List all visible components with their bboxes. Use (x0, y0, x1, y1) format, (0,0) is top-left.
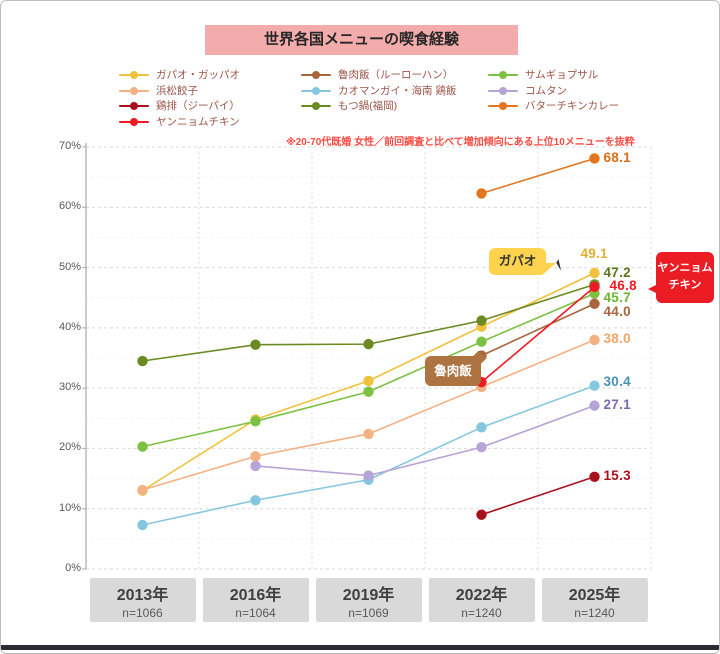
data-point-hamamatsu (250, 451, 261, 462)
data-point-motsunabe (137, 355, 148, 367)
callout-yangnyeom-label-line2: チキン (668, 279, 702, 291)
data-point-jipai (589, 471, 600, 482)
filter-note: ※20-70代既婚 女性／前回調査と比べて増加傾向にある上位10メニューを抜粋 (286, 137, 635, 148)
legend-item-samgyeopsal: サムギョプサル (488, 67, 670, 83)
data-point-samgyeopsal (250, 416, 261, 427)
data-point-samgyeopsal (363, 386, 374, 397)
legend-item-label: サムギョプサル (525, 69, 599, 82)
data-point-hamamatsu (363, 428, 374, 440)
legend-column: サムギョプサル コムタンバターチキンカレー (488, 67, 670, 129)
data-point-samgyeopsal (476, 336, 487, 347)
page-title: 世界各国メニューの喫食経験 (205, 25, 518, 55)
legend-item-label: バターチキンカレー (525, 100, 620, 113)
legend-item-jipai: 鶏排（ジーパイ） (119, 98, 301, 114)
legend-line-dot-icon (488, 100, 518, 111)
data-point-kaomangai (137, 519, 148, 531)
legend-line-dot-icon (119, 69, 149, 80)
callout-rurohan: 魯肉飯 (425, 350, 487, 386)
data-point-motsunabe (476, 315, 487, 326)
data-point-gabao (589, 267, 600, 279)
data-point-butterchicken (476, 188, 487, 199)
legend-column: 魯肉飯（ルーローハン） カオマンガイ・海南 鶏飯 もつ鍋(福岡) (301, 67, 488, 129)
data-point-yangnyeom (589, 281, 600, 293)
data-point-kaomangai (250, 495, 261, 506)
legend-line-dot-icon (488, 85, 518, 96)
legend-item-label: ガパオ・ガッパオ (156, 69, 240, 82)
data-point-komutan (476, 442, 487, 453)
bottom-border-bar (1, 645, 719, 650)
data-point-kaomangai (589, 380, 600, 391)
legend-item-label: 浜松餃子 (156, 84, 198, 97)
callout-gabao-label: ガパオ (498, 254, 537, 268)
callout-yangnyeom-label-line1: ヤンニョム (657, 262, 713, 274)
legend-item-butterchicken: バターチキンカレー (488, 98, 670, 114)
data-point-motsunabe (250, 339, 261, 350)
legend-item-hamamatsu: 浜松餃子 (119, 83, 301, 99)
legend-line-dot-icon (119, 116, 149, 127)
data-point-hamamatsu (137, 484, 148, 496)
legend-column: ガパオ・ガッパオ 浜松餃子鶏排（ジーパイ） ヤンニョムチキン (119, 67, 301, 129)
series-line-hamamatsu (142, 339, 595, 491)
data-point-hamamatsu (589, 334, 600, 346)
data-point-komutan (250, 460, 261, 472)
legend-line-dot-icon (301, 69, 331, 80)
series-line-butterchicken (481, 157, 595, 195)
data-point-komutan (589, 400, 600, 411)
data-point-gabao (363, 375, 374, 387)
callout-tail-icon (645, 283, 660, 295)
legend-item-rurohan: 魯肉飯（ルーローハン） (301, 67, 488, 83)
callout-yangnyeom: ヤンニョム チキン (645, 252, 714, 303)
series-line-kaomangai (142, 384, 595, 526)
callout-rurohan-label: 魯肉飯 (434, 364, 472, 378)
legend-line-dot-icon (119, 100, 149, 111)
legend-line-dot-icon (301, 85, 331, 96)
data-point-jipai (476, 509, 487, 520)
data-point-butterchicken (589, 153, 600, 164)
series-line-rurohan (481, 303, 595, 357)
legend-item-motsunabe: もつ鍋(福岡) (301, 98, 488, 114)
legend-line-dot-icon (301, 100, 331, 111)
data-point-rurohan (589, 298, 600, 309)
legend-item-label: コムタン (525, 84, 567, 97)
legend-line-dot-icon (488, 69, 518, 80)
legend-item-label: カオマンガイ・海南 鶏飯 (338, 84, 457, 97)
legend-item-label: もつ鍋(福岡) (338, 100, 398, 113)
legend-item-label: ヤンニョムチキン (156, 115, 240, 128)
legend-item-gabao: ガパオ・ガッパオ (119, 67, 301, 83)
legend-item-label: 鶏排（ジーパイ） (156, 100, 240, 113)
callout-gabao: ガパオ (489, 248, 562, 275)
legend-line-dot-icon (119, 85, 149, 96)
legend: ガパオ・ガッパオ 浜松餃子鶏排（ジーパイ） ヤンニョムチキン 魯肉飯（ルーローハン） カ… (119, 67, 670, 129)
series-line-samgyeopsal (142, 292, 595, 448)
series-line-yangnyeom (480, 286, 596, 383)
data-point-kaomangai (476, 422, 487, 433)
legend-item-yangnyeom: ヤンニョムチキン (119, 114, 301, 130)
legend-item-label: 魯肉飯（ルーローハン） (338, 69, 454, 82)
data-point-samgyeopsal (137, 441, 148, 452)
data-point-motsunabe (363, 338, 374, 350)
series-line-komutan (255, 404, 595, 477)
data-point-komutan (363, 470, 374, 481)
series-line-jipai (481, 476, 595, 516)
legend-item-kaomangai: カオマンガイ・海南 鶏飯 (301, 83, 488, 99)
legend-item-komutan: コムタン (488, 83, 670, 99)
